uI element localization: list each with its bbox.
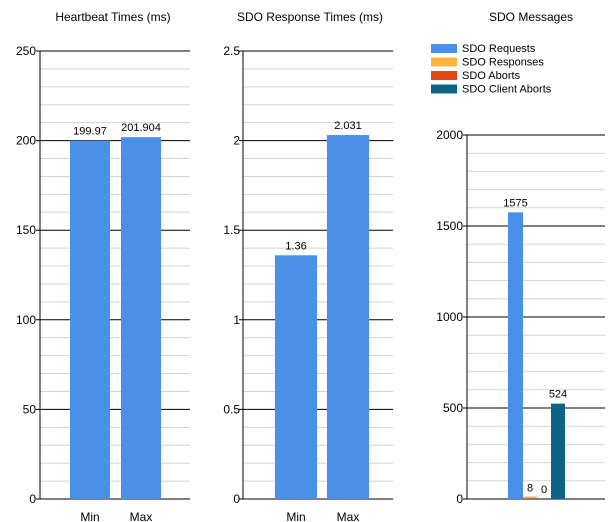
- bar: [523, 496, 537, 499]
- heartbeat-times-chart: 0 50 100 150 200 250 Heartbeat Times (ms) 199.9…: [16, 10, 190, 522]
- data-label: 8: [527, 483, 533, 495]
- legend-label: SDO Responses: [462, 57, 544, 69]
- y-tick-label: 500: [443, 401, 463, 415]
- y-tick-label: 150: [16, 223, 36, 237]
- data-label: 0: [541, 484, 547, 496]
- data-label: 1.36: [285, 240, 306, 252]
- sdo-messages-chart: 0 500 1000 1500 2000 SDO Messages 1575 SDO Requ…: [431, 10, 605, 506]
- y-tick-label: 250: [16, 44, 36, 58]
- bar: [508, 212, 523, 499]
- category-label: Min: [80, 510, 99, 522]
- data-label: 2.031: [334, 120, 362, 132]
- chart-title: SDO Response Times (ms): [237, 10, 383, 24]
- legend-label: SDO Client Aborts: [462, 84, 552, 96]
- y-tick-label: 1: [233, 313, 240, 327]
- y-tick-label: 0: [456, 492, 463, 506]
- bar: [551, 403, 565, 499]
- y-tick-label: 1.5: [223, 223, 240, 237]
- category-label: Max: [337, 510, 360, 522]
- y-tick-label: 0.5: [223, 402, 240, 416]
- legend-swatch: [431, 57, 457, 67]
- category-label: Min: [286, 510, 305, 522]
- y-tick-label: 0: [29, 492, 36, 506]
- y-tick-label: 1000: [436, 310, 463, 324]
- chart-title: Heartbeat Times (ms): [55, 10, 170, 24]
- data-label: 524: [549, 389, 567, 401]
- data-label: 201.904: [121, 122, 161, 134]
- y-tick-label: 100: [16, 313, 36, 327]
- data-label: 199.97: [73, 126, 107, 138]
- bar: [275, 255, 317, 499]
- y-tick-label: 2000: [436, 128, 463, 142]
- sdo-response-times-chart: 0 0.5 1 1.5 2 2.5 SDO Response Times (ms) 1.36 M…: [223, 10, 393, 522]
- bar: [121, 137, 161, 499]
- bar: [327, 135, 369, 499]
- legend-swatch: [431, 71, 457, 80]
- y-tick-label: 1500: [436, 219, 463, 233]
- y-tick-label: 200: [16, 134, 36, 148]
- y-tick-label: 50: [23, 402, 37, 416]
- legend-label: SDO Requests: [462, 43, 536, 55]
- legend-swatch: [431, 84, 457, 94]
- bar: [70, 140, 110, 500]
- category-label: Max: [130, 510, 153, 522]
- legend-label: SDO Aborts: [462, 70, 521, 82]
- legend-swatch: [431, 44, 457, 53]
- chart-title: SDO Messages: [489, 10, 573, 24]
- y-tick-label: 2: [233, 134, 240, 148]
- y-tick-label: 2.5: [223, 44, 240, 58]
- data-label: 1575: [503, 197, 527, 209]
- y-tick-label: 0: [233, 492, 240, 506]
